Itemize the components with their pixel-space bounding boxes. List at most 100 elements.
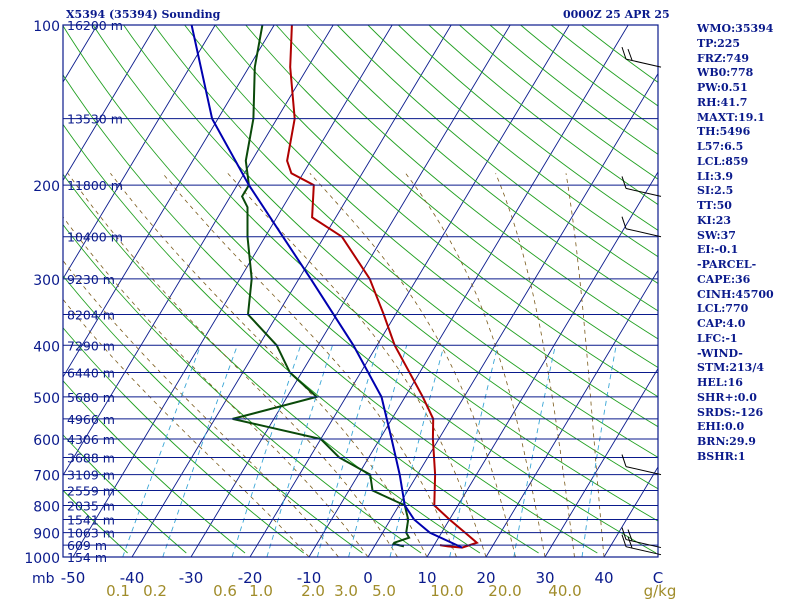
- index-item: EI:-0.1: [697, 243, 739, 257]
- pressure-tick-label: 600: [33, 433, 60, 449]
- index-item: -PARCEL-: [697, 258, 757, 271]
- height-label: 5680 m: [67, 390, 115, 405]
- temperature-tick-label: 0: [363, 569, 373, 587]
- chart-title: X5394 (35394) Sounding: [66, 8, 221, 21]
- height-label: 154 m: [67, 550, 107, 565]
- index-item: BSHR:1: [697, 449, 746, 463]
- dry-adiabat-line: [153, 25, 658, 458]
- wind-barb: [621, 527, 662, 549]
- wind-barb-shaft: [625, 539, 662, 549]
- mixing-ratio-label: 2.0: [301, 582, 325, 600]
- index-item: WMO:35394: [697, 22, 774, 35]
- index-item: SRDS:-126: [697, 405, 764, 419]
- plot-frame: [62, 24, 659, 558]
- wind-barb-tick: [627, 536, 633, 548]
- isotherm-line: [603, 466, 658, 557]
- temperature-tick-label: 20: [476, 569, 495, 587]
- dry-adiabat-line: [63, 74, 598, 554]
- temperature-tick-label: 40: [594, 569, 613, 587]
- pressure-tick-label: 700: [33, 469, 60, 485]
- isotherm-line: [72, 25, 393, 557]
- height-label: 6440 m: [67, 366, 115, 381]
- height-label: 1063 m: [67, 526, 115, 541]
- dry-adiabat-line: [63, 380, 246, 554]
- wind-barb-tick: [621, 46, 627, 60]
- index-item: L57:6.5: [697, 140, 744, 153]
- index-item: TT:50: [697, 199, 732, 212]
- height-label: 2035 m: [67, 498, 115, 513]
- moist-adiabat-line: [67, 173, 398, 557]
- height-label: 8204 m: [67, 307, 115, 322]
- index-item: RH:41.7: [697, 95, 748, 109]
- dry-adiabat-line: [520, 25, 658, 131]
- pressure-tick-label: 400: [33, 339, 60, 355]
- height-label: 10400 m: [67, 230, 123, 245]
- pressure-tick-label: 900: [33, 527, 60, 543]
- index-item: -WIND-: [697, 346, 743, 360]
- dry-adiabat-line: [63, 327, 304, 554]
- temperature-tick-label: 10: [417, 569, 436, 587]
- isotherm-line: [63, 25, 334, 477]
- dry-adiabat-line: [63, 25, 657, 554]
- temperature-tick-label: -20: [238, 569, 263, 587]
- dry-adiabat-line: [306, 25, 658, 312]
- dry-adiabat-line: [489, 25, 658, 155]
- index-item: BRN:29.9: [697, 435, 756, 448]
- mixing-ratio-label: 5.0: [372, 582, 396, 600]
- mixing-ratio-line: [122, 345, 202, 557]
- mixing-ratio-line: [266, 345, 333, 557]
- wind-barb-tick: [627, 529, 633, 541]
- dry-adiabat-line: [367, 25, 658, 258]
- index-item: STM:213/4: [697, 361, 764, 375]
- height-label: 16200 m: [67, 18, 123, 33]
- parcel-profile: [190, 25, 463, 549]
- height-label: 11800 m: [67, 178, 123, 193]
- moist-adiabat-line: [227, 173, 487, 557]
- index-item: CAPE:36: [697, 272, 751, 286]
- isotherm-line: [367, 72, 658, 557]
- isotherm-line: [249, 25, 570, 557]
- temperature-tick-label: 30: [535, 569, 554, 587]
- wind-barb: [621, 46, 662, 68]
- wind-barb-shaft: [625, 466, 662, 476]
- isotherm-line: [190, 25, 511, 557]
- dry-adiabat-line: [459, 25, 658, 180]
- mixing-ratio-label: 0.6: [213, 582, 237, 600]
- mixing-ratio-label: 10.0: [430, 582, 463, 600]
- dry-adiabat-line: [63, 434, 187, 554]
- height-label: 609 m: [67, 538, 107, 553]
- isotherm-line: [63, 25, 275, 378]
- height-label: 2559 m: [67, 484, 115, 499]
- height-label: 3109 m: [67, 468, 115, 483]
- wind-barb-tick: [621, 216, 627, 229]
- wind-barb-shaft: [625, 187, 662, 197]
- pressure-tick-label: 200: [33, 179, 60, 195]
- temperature-profile: [286, 25, 479, 549]
- wind-barb-shaft: [625, 228, 662, 238]
- isotherm-line: [131, 25, 452, 557]
- temperature-unit-label: C: [653, 569, 663, 587]
- index-item: TH:5496: [697, 125, 751, 139]
- mixing-ratio-label: 40.0: [548, 582, 581, 600]
- height-label: 4306 m: [67, 432, 115, 447]
- index-item: HEL:16: [697, 376, 743, 389]
- mixing-ratio-line: [316, 345, 379, 557]
- temperature-tick-label: -10: [297, 569, 322, 587]
- dry-adiabat-line: [63, 223, 422, 554]
- moist-adiabat-line: [405, 173, 546, 557]
- wind-barb-tick: [621, 527, 627, 540]
- wind-barb-tick: [621, 454, 627, 467]
- height-label: 13530 m: [67, 112, 123, 127]
- dry-adiabat-line: [63, 173, 481, 554]
- index-item: WB0:778: [697, 66, 754, 80]
- temperature-tick-label: -50: [61, 569, 86, 587]
- dry-adiabat-line: [336, 25, 658, 284]
- isotherm-line: [544, 367, 658, 557]
- mixing-ratio-label: 3.0: [334, 582, 358, 600]
- height-label: 9230 m: [67, 272, 115, 287]
- dry-adiabat-line: [63, 123, 539, 554]
- mixing-ratio-line: [231, 345, 302, 557]
- height-label: 7290 m: [67, 338, 115, 353]
- wind-barb: [621, 454, 662, 476]
